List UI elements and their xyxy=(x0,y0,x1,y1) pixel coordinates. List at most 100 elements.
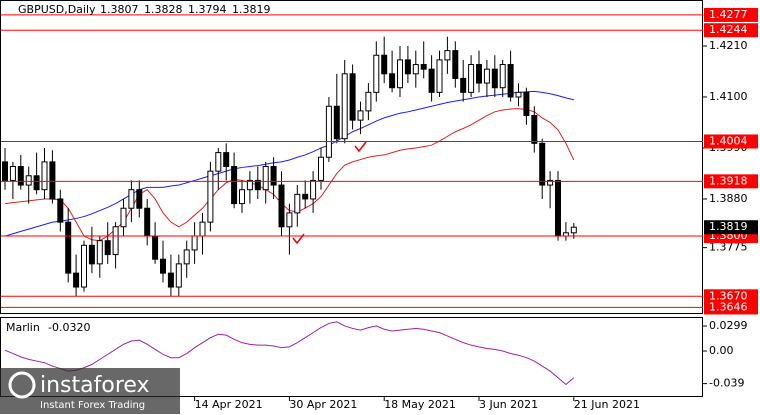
candle-body xyxy=(294,193,301,214)
candle-body xyxy=(310,179,317,200)
candle-body xyxy=(460,77,467,93)
candle-body xyxy=(333,105,340,140)
candle-body xyxy=(152,235,159,260)
candle-body xyxy=(286,212,293,228)
candle-body xyxy=(144,207,151,237)
candle-body xyxy=(96,240,103,265)
candle-body xyxy=(302,193,309,200)
candle-body xyxy=(555,179,561,237)
candle-body xyxy=(81,244,87,288)
level-label-box xyxy=(704,174,758,189)
candle-body xyxy=(246,179,253,191)
symbol: GBPUSD,Daily xyxy=(18,3,96,16)
candle-body xyxy=(120,207,127,228)
candle-body xyxy=(341,73,348,140)
y-tick-label: 1.4210 xyxy=(709,39,748,52)
candle-body xyxy=(136,189,143,209)
candle-body xyxy=(325,105,332,158)
candle-body xyxy=(223,152,230,168)
candle-body xyxy=(278,184,285,228)
candle-body xyxy=(57,198,64,223)
candle-body xyxy=(88,244,95,265)
candle-body xyxy=(570,226,577,234)
candle-body xyxy=(428,68,435,93)
candle-body xyxy=(547,179,554,186)
logo-icon xyxy=(8,371,36,399)
x-tick-label: 3 Jun 2021 xyxy=(479,398,538,411)
candle-body xyxy=(254,179,261,191)
x-tick-label: 30 Apr 2021 xyxy=(289,398,357,411)
candle-body xyxy=(318,156,324,181)
candle-body xyxy=(191,235,198,251)
level-label: 1.4004 xyxy=(709,134,748,147)
candle-body xyxy=(373,54,380,93)
y-tick-label: 1.3880 xyxy=(709,192,748,205)
candle-body xyxy=(160,258,166,274)
level-label: 1.4244 xyxy=(709,23,748,36)
candle-body xyxy=(515,91,522,98)
indicator-value: -0.0320 xyxy=(48,321,90,334)
check-mark xyxy=(292,233,305,245)
candle-body xyxy=(262,166,269,191)
indicator-name: Marlin xyxy=(6,321,40,334)
level-label: 1.3918 xyxy=(709,174,748,187)
candle-body xyxy=(357,110,364,121)
candle-body xyxy=(25,175,32,186)
y-tick-label: 0.00 xyxy=(709,344,734,357)
indicator-line xyxy=(4,321,575,386)
y-tick-label: -0.039 xyxy=(709,377,744,390)
candle-body xyxy=(507,64,514,98)
candle-body xyxy=(104,240,111,256)
x-tick-label: 18 May 2021 xyxy=(384,398,456,411)
candle-body xyxy=(381,54,388,75)
level-label-box xyxy=(704,23,758,38)
level-label-box xyxy=(704,289,758,304)
candle-body xyxy=(499,64,506,89)
logo-tagline: Instant Forex Trading xyxy=(40,400,145,411)
bid-box xyxy=(704,220,758,235)
candle-body xyxy=(49,161,56,200)
candle-body xyxy=(389,73,396,89)
ohlc-close: 1.3819 xyxy=(232,3,271,16)
level-label-box xyxy=(704,7,758,22)
ohlc-open: 1.3807 xyxy=(100,3,139,16)
main-panel xyxy=(0,0,703,314)
y-tick-label: 0.0299 xyxy=(709,319,748,332)
candle-body xyxy=(397,59,403,89)
bid-label: 1.3819 xyxy=(709,220,748,233)
candle-body xyxy=(128,189,135,209)
candle-body xyxy=(365,91,372,112)
candle-body xyxy=(444,50,451,61)
candle-body xyxy=(468,64,475,93)
candle-body xyxy=(231,166,238,205)
candle-body xyxy=(420,64,427,70)
x-tick-label: 21 Jun 2021 xyxy=(574,398,640,411)
candle-body xyxy=(476,64,482,84)
y-tick-label: 1.4100 xyxy=(709,90,748,103)
candle-body xyxy=(404,59,411,75)
candle-body xyxy=(412,64,419,75)
ohlc-low: 1.3794 xyxy=(188,3,227,16)
candle-body xyxy=(270,166,277,186)
candle-body xyxy=(33,175,40,191)
candle-body xyxy=(239,189,245,205)
level-label: 1.4277 xyxy=(709,8,748,21)
moving-average xyxy=(4,90,574,237)
level-label-box xyxy=(704,134,758,149)
level-label: 1.3670 xyxy=(709,289,748,302)
candle-body xyxy=(523,91,530,117)
candle-body xyxy=(167,272,174,288)
candle-body xyxy=(199,221,206,237)
candle-body xyxy=(9,166,16,181)
check-mark xyxy=(354,141,367,153)
candle-body xyxy=(65,221,72,274)
candle-body xyxy=(73,272,80,288)
candle-body xyxy=(183,249,190,265)
x-tick-label: 14 Apr 2021 xyxy=(195,398,263,411)
candle-body xyxy=(539,142,546,186)
candle-body xyxy=(175,263,182,288)
candle-body xyxy=(483,68,490,84)
ohlc-high: 1.3828 xyxy=(144,3,183,16)
candle-body xyxy=(491,68,498,89)
